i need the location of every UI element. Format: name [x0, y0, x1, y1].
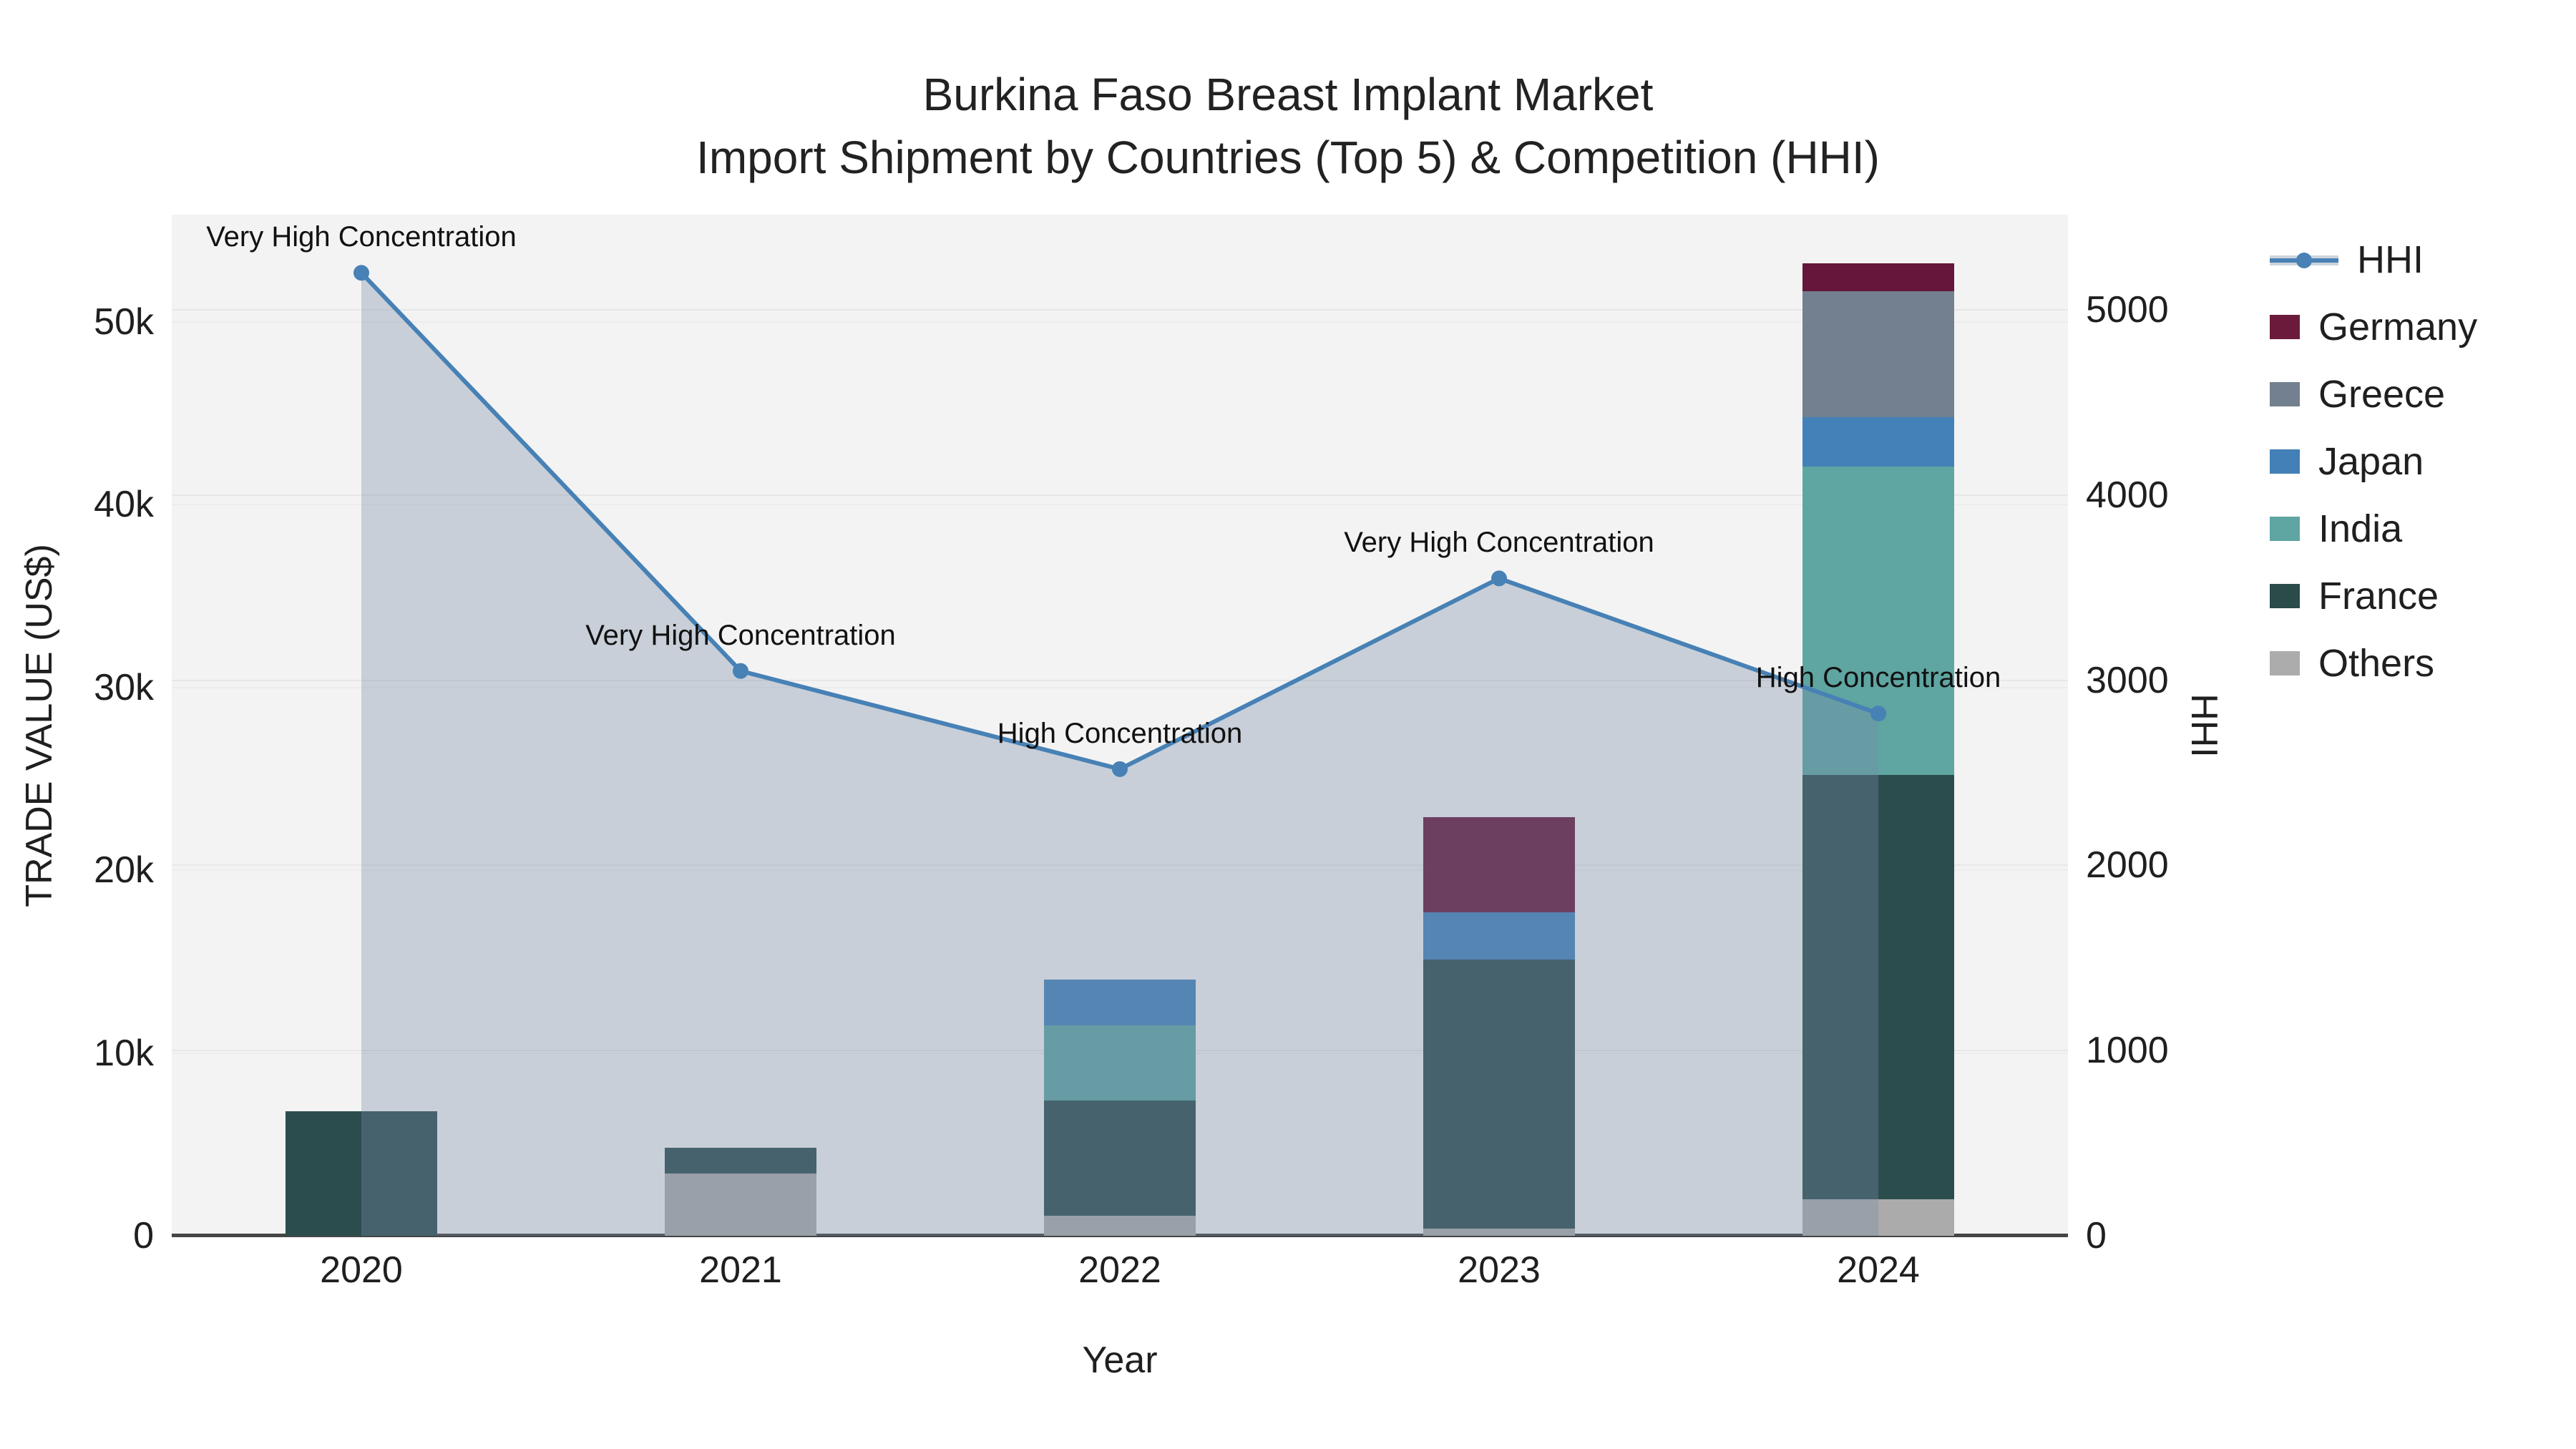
- gridline: [172, 686, 2068, 688]
- legend-item-france[interactable]: France: [2270, 573, 2477, 619]
- hhi-marker-2020: [353, 265, 369, 281]
- legend-item-japan[interactable]: Japan: [2270, 439, 2477, 484]
- legend-label-others: Others: [2318, 642, 2435, 685]
- bar-segment-germany-2023: [1423, 817, 1575, 912]
- legend-swatch-germany: [2270, 315, 2300, 339]
- legend-label-hhi: HHI: [2357, 238, 2424, 281]
- legend-swatch-others: [2270, 651, 2300, 675]
- y-right-tick-1000: 1000: [2086, 1030, 2169, 1072]
- bar-segment-france-2020: [286, 1111, 437, 1236]
- x-tick-2020: 2020: [320, 1249, 403, 1291]
- annotation-2022: High Concentration: [997, 717, 1243, 749]
- chart-title-line1: Burkina Faso Breast Implant Market: [922, 69, 1654, 120]
- bar-segment-germany-2024: [1802, 263, 1954, 291]
- plot-area: [172, 215, 2068, 1237]
- gridline: [172, 494, 2068, 496]
- y-left-tick-10k: 10k: [94, 1032, 154, 1074]
- x-tick-2024: 2024: [1837, 1249, 1920, 1291]
- legend-item-others[interactable]: Others: [2270, 640, 2477, 686]
- chart-title: Burkina Faso Breast Implant Market Impor…: [0, 63, 2576, 189]
- legend-swatch-india: [2270, 517, 2300, 541]
- legend-label-france: France: [2318, 575, 2439, 618]
- x-tick-2023: 2023: [1458, 1249, 1541, 1291]
- legend-swatch-france: [2270, 584, 2300, 608]
- y-left-tick-0: 0: [133, 1215, 154, 1257]
- legend-label-germany: Germany: [2318, 306, 2478, 348]
- chart-title-line2: Import Shipment by Countries (Top 5) & C…: [696, 132, 1880, 183]
- bar-segment-france-2021: [665, 1148, 816, 1174]
- legend-label-india: India: [2318, 507, 2403, 550]
- bar-segment-others-2024: [1802, 1199, 1954, 1236]
- bar-segment-india-2022: [1044, 1025, 1196, 1101]
- x-tick-2022: 2022: [1078, 1249, 1161, 1291]
- hhi-legend-line-icon: [2270, 248, 2338, 272]
- legend-item-greece[interactable]: Greece: [2270, 371, 2477, 417]
- legend-label-greece: Greece: [2318, 373, 2446, 416]
- bar-segment-india-2024: [1802, 466, 1954, 776]
- y-right-tick-0: 0: [2086, 1215, 2107, 1257]
- bar-segment-france-2024: [1802, 775, 1954, 1199]
- gridline: [172, 679, 2068, 681]
- bar-segment-japan-2023: [1423, 912, 1575, 960]
- gridline: [172, 504, 2068, 506]
- bar-segment-france-2023: [1423, 960, 1575, 1229]
- annotation-2020: Very High Concentration: [206, 221, 517, 253]
- legend: HHI Germany Greece Japan India France Others: [2270, 237, 2477, 686]
- legend-item-germany[interactable]: Germany: [2270, 304, 2477, 350]
- legend-swatch-greece: [2270, 382, 2300, 406]
- y-left-tick-20k: 20k: [94, 849, 154, 892]
- legend-swatch-japan: [2270, 449, 2300, 474]
- annotation-2021: Very High Concentration: [585, 619, 896, 651]
- legend-label-japan: Japan: [2318, 440, 2424, 483]
- legend-item-india[interactable]: India: [2270, 506, 2477, 552]
- bar-segment-japan-2024: [1802, 416, 1954, 467]
- y-left-tick-50k: 50k: [94, 301, 154, 343]
- hhi-marker-2024: [1870, 706, 1886, 722]
- hhi-marker-2023: [1491, 570, 1507, 587]
- bar-segment-others-2021: [665, 1174, 816, 1236]
- x-axis-title: Year: [1082, 1340, 1158, 1381]
- gridline: [172, 321, 2068, 323]
- hhi-marker-2021: [733, 663, 748, 679]
- hhi-area-fill: [361, 273, 1878, 1236]
- gridline: [172, 309, 2068, 311]
- y-left-tick-40k: 40k: [94, 484, 154, 526]
- legend-item-hhi[interactable]: HHI: [2270, 237, 2477, 283]
- bar-segment-france-2022: [1044, 1101, 1196, 1216]
- annotation-2023: Very High Concentration: [1344, 527, 1654, 559]
- y-right-tick-5000: 5000: [2086, 289, 2169, 331]
- bar-segment-japan-2022: [1044, 980, 1196, 1026]
- hhi-line-layer: [353, 265, 1886, 1236]
- hhi-marker-2022: [1112, 761, 1128, 777]
- y-right-tick-2000: 2000: [2086, 844, 2169, 887]
- gridline: [172, 869, 2068, 872]
- y-right-tick-4000: 4000: [2086, 474, 2169, 516]
- y-right-tick-3000: 3000: [2086, 659, 2169, 701]
- annotation-2024: High Concentration: [1755, 662, 2001, 694]
- bar-segment-greece-2024: [1802, 291, 1954, 417]
- x-tick-2021: 2021: [699, 1249, 782, 1291]
- gridline: [172, 864, 2068, 867]
- y-left-tick-30k: 30k: [94, 666, 154, 708]
- bar-segment-others-2022: [1044, 1215, 1196, 1236]
- bar-segment-others-2023: [1423, 1228, 1575, 1236]
- y-right-axis-title: HHI: [2183, 693, 2225, 758]
